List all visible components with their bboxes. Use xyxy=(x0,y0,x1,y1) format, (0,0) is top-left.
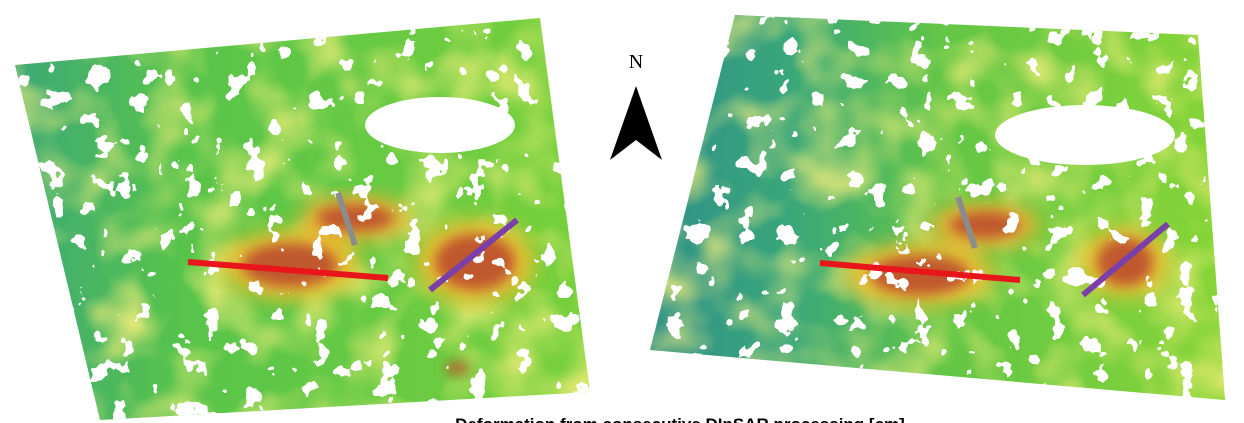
right-map xyxy=(640,0,1244,423)
caption: Deformation from consecutive DInSAR proc… xyxy=(455,415,905,423)
north-arrow xyxy=(610,86,662,160)
figure: N Deformation from consecutive DInSAR pr… xyxy=(0,0,1244,423)
left-map xyxy=(0,0,620,423)
north-label: N xyxy=(629,51,643,73)
